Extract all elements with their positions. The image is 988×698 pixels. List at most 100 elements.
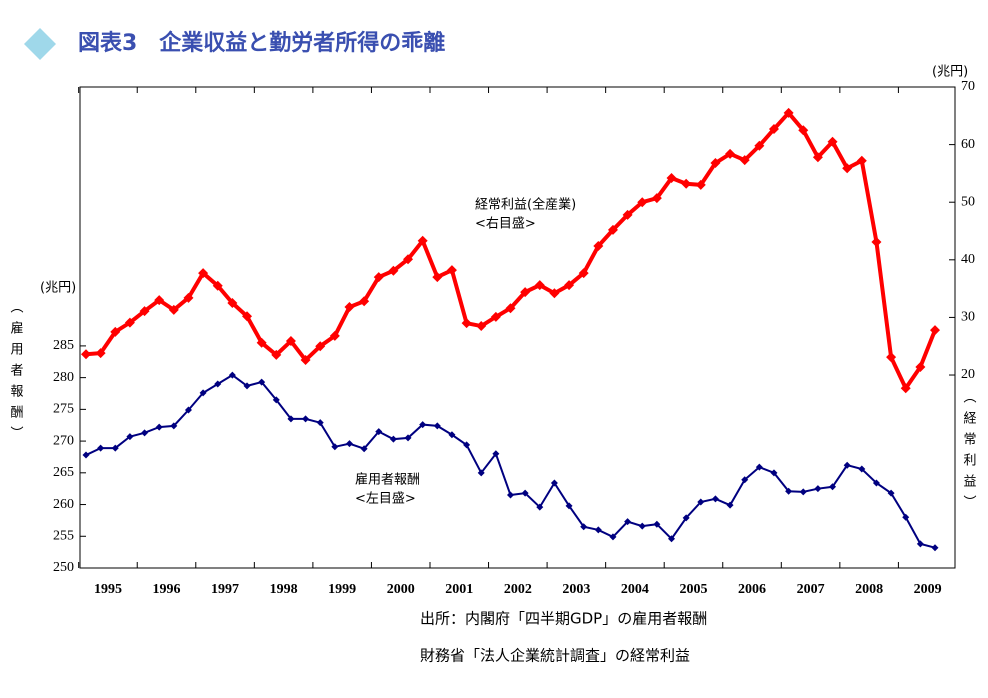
y-tick-label: 270 <box>53 433 74 448</box>
y-axis-title: （雇用者報酬） <box>8 300 24 447</box>
data-point <box>682 514 690 522</box>
data-point <box>258 378 266 386</box>
data-point <box>507 491 514 499</box>
data-point <box>536 503 544 511</box>
data-point <box>887 489 895 497</box>
data-point <box>124 317 135 328</box>
x-tick-label: 2002 <box>504 582 532 597</box>
data-point <box>725 148 736 159</box>
annotation: <左目盛> <box>355 492 416 507</box>
x-tick-label: 1996 <box>153 582 181 597</box>
data-point <box>373 272 384 283</box>
y2-tick-label: 50 <box>961 194 975 209</box>
annotation: 雇用者報酬 <box>355 472 420 488</box>
data-point <box>842 163 853 174</box>
data-point <box>902 513 910 521</box>
data-point <box>256 337 267 348</box>
data-point <box>463 441 471 449</box>
data-point <box>565 502 573 510</box>
data-point <box>812 152 823 163</box>
data-point <box>345 440 353 448</box>
x-tick-label: 2003 <box>562 582 590 597</box>
y-tick-label: 250 <box>53 560 74 575</box>
data-point <box>521 489 529 497</box>
data-point <box>651 193 662 204</box>
data-point <box>139 306 150 317</box>
x-tick-label: 1998 <box>270 582 298 597</box>
data-point <box>726 501 734 509</box>
data-point <box>843 461 851 469</box>
data-point <box>315 341 326 352</box>
data-point <box>404 434 412 442</box>
data-point <box>856 155 867 166</box>
y2-tick-label: 70 <box>961 79 975 94</box>
x-tick-label: 2005 <box>679 582 707 597</box>
data-point <box>403 254 414 265</box>
data-point <box>389 435 397 443</box>
data-point <box>331 443 339 451</box>
series-line <box>85 373 936 549</box>
data-point <box>81 349 91 360</box>
data-point <box>668 535 676 543</box>
data-point <box>243 382 251 390</box>
data-point <box>227 298 238 309</box>
data-point <box>433 422 441 430</box>
data-point <box>183 292 194 303</box>
data-point <box>814 485 822 493</box>
data-point <box>95 348 106 359</box>
annotation: <右目盛> <box>475 217 536 232</box>
data-point <box>344 302 355 313</box>
data-point <box>170 422 178 430</box>
data-point <box>461 318 472 329</box>
data-point <box>930 325 940 336</box>
data-point <box>199 389 207 397</box>
data-point <box>505 303 516 314</box>
data-point <box>154 295 165 306</box>
data-point <box>858 465 866 473</box>
data-point <box>931 544 939 552</box>
data-point <box>111 444 119 452</box>
data-point <box>432 272 443 283</box>
data-point <box>141 429 149 437</box>
data-point <box>287 415 295 423</box>
y2-axis-title: （経常利益） <box>961 390 977 516</box>
data-point <box>609 533 617 541</box>
data-point <box>872 479 880 487</box>
data-point <box>607 224 618 235</box>
data-point <box>770 469 778 477</box>
data-point <box>329 330 340 341</box>
y2-tick-label: 40 <box>961 252 975 267</box>
data-point <box>755 463 763 471</box>
data-point <box>871 236 882 247</box>
data-point <box>798 125 809 136</box>
y2-unit: (兆円) <box>932 65 968 80</box>
data-point <box>754 140 765 151</box>
data-point <box>419 421 427 429</box>
source: 財務省「法人企業統計調査」の経常利益 <box>420 647 690 665</box>
data-point <box>477 469 485 477</box>
data-point <box>446 265 457 276</box>
data-point <box>653 520 661 528</box>
data-point <box>695 179 706 190</box>
y-tick-label: 265 <box>53 465 74 480</box>
data-point <box>741 476 749 484</box>
x-tick-label: 1997 <box>211 582 239 597</box>
x-tick-label: 2009 <box>914 582 942 597</box>
data-point <box>110 326 121 337</box>
y2-tick-label: 20 <box>961 367 975 382</box>
data-point <box>594 526 602 534</box>
y2-tick-label: 60 <box>961 137 975 152</box>
data-point <box>214 380 222 388</box>
data-point <box>184 406 192 414</box>
data-point <box>681 178 692 189</box>
data-point <box>710 158 721 169</box>
plot-frame <box>79 86 956 569</box>
data-point <box>476 321 487 332</box>
data-point <box>285 336 296 347</box>
x-tick-label: 2006 <box>738 582 766 597</box>
x-tick-label: 2001 <box>445 582 473 597</box>
data-point <box>228 371 236 379</box>
x-tick-label: 2007 <box>797 582 825 597</box>
data-point <box>638 522 646 530</box>
data-point <box>490 311 501 322</box>
